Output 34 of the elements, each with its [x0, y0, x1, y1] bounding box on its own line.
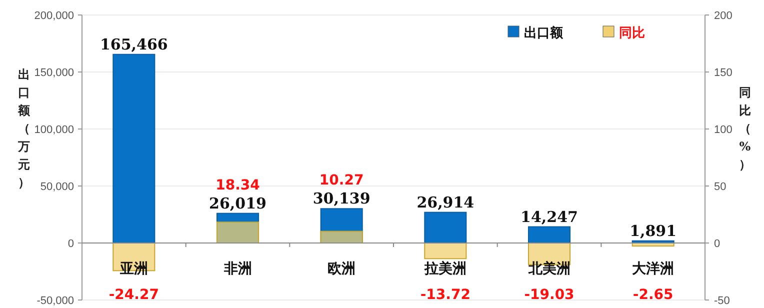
- x-tick-label: 欧洲: [328, 261, 356, 277]
- data-label: 30,139: [312, 190, 370, 208]
- x-tick-label: 非洲: [222, 261, 252, 277]
- data-label: -19.03: [524, 287, 574, 303]
- x-tick-label: 北美洲: [527, 260, 570, 277]
- y-axis-title: 出口额（万元）: [17, 68, 31, 190]
- data-label: 18.34: [216, 177, 260, 194]
- data-label: 1,891: [630, 222, 677, 240]
- data-label: 26,914: [416, 193, 474, 212]
- data-label: 165,466: [100, 35, 168, 54]
- data-label: -13.72: [420, 287, 470, 303]
- x-tick-label: 亚洲: [118, 261, 148, 277]
- y2-tick-label: -50: [714, 295, 730, 307]
- y2-tick-label: 50: [714, 181, 726, 193]
- legend-label: 出口额: [524, 25, 564, 41]
- data-label: 14,247: [520, 208, 578, 226]
- y2-tick-label: 200: [714, 10, 732, 22]
- y2-tick-label: 150: [714, 67, 732, 79]
- legend-label: 同比: [619, 26, 645, 41]
- y-tick-label: 150,000: [34, 67, 74, 79]
- x-tick-label: 大洋洲: [632, 261, 674, 277]
- y-tick-label: 50,000: [40, 181, 74, 193]
- y2-tick-label: 100: [714, 124, 732, 136]
- data-label: -24.27: [108, 287, 159, 303]
- data-label: 26,019: [209, 194, 266, 212]
- data-label: 10.27: [319, 172, 364, 189]
- y2-axis-title: 同比（%）: [739, 86, 752, 172]
- y2-tick-label: 0: [714, 238, 720, 250]
- x-tick-label: 拉美洲: [423, 260, 466, 277]
- data-label: -2.65: [632, 287, 674, 303]
- y-tick-label: 200,000: [34, 10, 74, 22]
- y-tick-label: 100,000: [34, 124, 74, 136]
- y-tick-label: -50,000: [36, 295, 74, 307]
- y-tick-label: 0: [68, 238, 74, 250]
